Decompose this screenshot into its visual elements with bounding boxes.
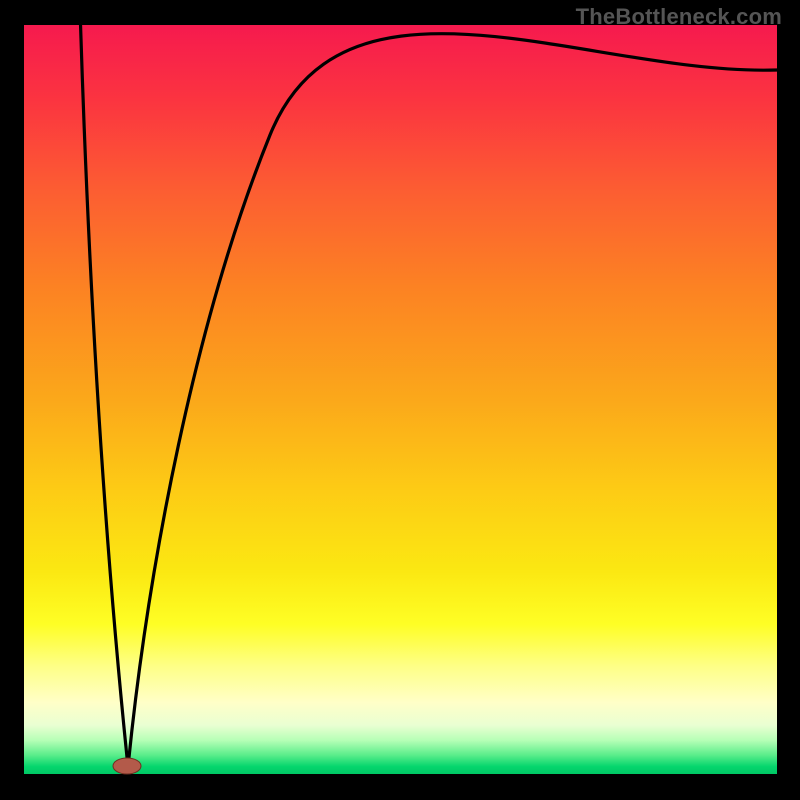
watermark-text: TheBottleneck.com	[576, 4, 782, 30]
bottleneck-chart	[0, 0, 800, 800]
gradient-background	[24, 25, 777, 774]
chart-container: TheBottleneck.com	[0, 0, 800, 800]
optimal-point-marker	[113, 758, 141, 774]
